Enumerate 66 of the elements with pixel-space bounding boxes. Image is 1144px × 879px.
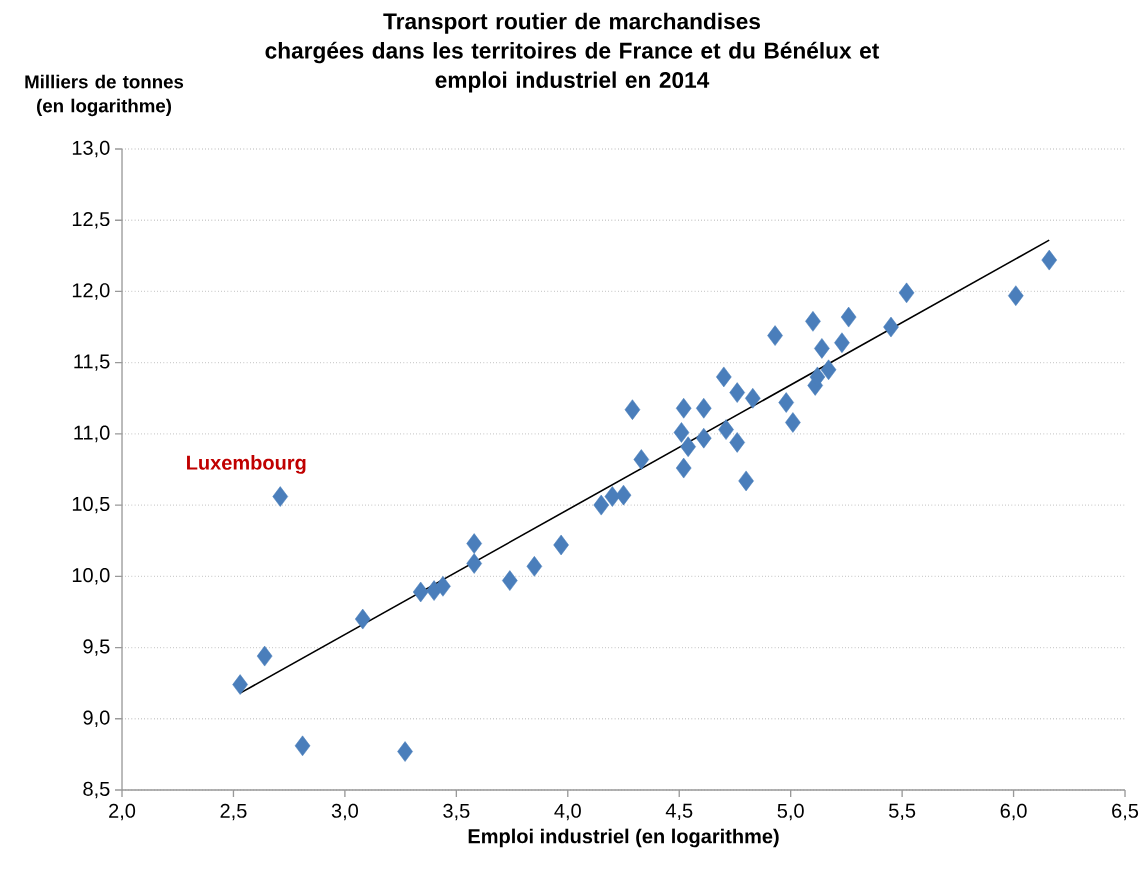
point	[898, 282, 915, 304]
y-tick-label: 12,5	[72, 211, 110, 229]
point	[412, 581, 429, 603]
point	[466, 533, 482, 554]
point	[615, 484, 632, 506]
point	[466, 553, 482, 574]
x-tick-label: 6,0	[1000, 803, 1027, 821]
point	[526, 556, 543, 577]
point	[840, 306, 857, 328]
point	[814, 338, 830, 359]
y-tick-label: 9,5	[83, 639, 110, 656]
y-axis-title: Milliers de tonnes (en logarithme)	[25, 74, 184, 117]
y-tick-label: 10,5	[72, 496, 110, 514]
point	[256, 645, 273, 667]
point	[272, 486, 289, 507]
point	[883, 316, 899, 338]
point	[695, 427, 712, 449]
y-tick-label: 10,0	[72, 568, 110, 585]
point	[294, 735, 311, 757]
x-tick-label: 3,5	[443, 803, 470, 821]
y-tick-label: 13,0	[72, 140, 110, 158]
point	[604, 486, 621, 507]
x-tick-label: 6,5	[1112, 803, 1139, 821]
point	[593, 494, 609, 516]
x-tick-label: 2,5	[220, 803, 247, 821]
x-tick-label: 2,0	[109, 803, 136, 821]
x-tick-label: 4,0	[554, 803, 581, 821]
y-tick-label: 12,0	[72, 283, 110, 300]
point	[695, 397, 712, 419]
point	[716, 366, 732, 388]
point	[675, 397, 692, 419]
point	[785, 412, 801, 433]
point	[1041, 249, 1057, 271]
point	[738, 470, 754, 492]
y-tick-label: 9,0	[83, 710, 110, 728]
point	[820, 359, 837, 381]
point	[805, 311, 821, 332]
point	[354, 608, 371, 630]
point	[729, 382, 745, 403]
point	[633, 449, 650, 470]
point	[718, 419, 734, 440]
y-tick-label: 11,0	[74, 425, 110, 443]
y-tick-label: 11,5	[74, 354, 110, 371]
y-tick-label: 8,5	[83, 781, 110, 799]
point	[767, 325, 783, 346]
annotation: Luxembourg	[187, 455, 306, 474]
point	[397, 741, 413, 762]
point	[435, 576, 451, 597]
x-tick-label: 5,0	[777, 803, 804, 821]
point	[745, 388, 761, 409]
point	[232, 674, 248, 695]
chart-title: Transport routier de marchandises chargées dans les territoires de France et du Bénélux et emploi industriel en 2014	[265, 12, 880, 93]
point	[680, 436, 696, 457]
x-tick-label: 3,0	[331, 803, 359, 821]
point	[675, 457, 692, 479]
point	[553, 534, 569, 556]
x-tick-label: 5,5	[889, 803, 916, 821]
point	[502, 570, 518, 591]
point	[624, 399, 641, 420]
x-axis-title: Emploi industriel (en logarithme)	[468, 828, 779, 848]
point	[834, 332, 850, 353]
point	[778, 392, 794, 413]
point	[1008, 285, 1024, 306]
point	[673, 422, 690, 443]
point	[729, 432, 745, 453]
x-tick-label: 4,5	[665, 803, 693, 821]
